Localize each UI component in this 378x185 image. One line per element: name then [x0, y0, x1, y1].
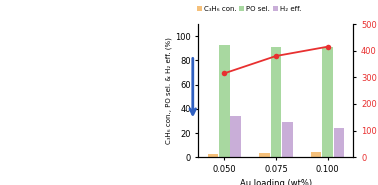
Bar — [219, 45, 229, 157]
Bar — [322, 47, 333, 157]
Legend: C₃H₆ con., PO sel., H₂ eff.: C₃H₆ con., PO sel., H₂ eff. — [194, 4, 304, 15]
Bar — [311, 152, 321, 157]
Bar — [271, 47, 281, 157]
Bar — [282, 122, 293, 157]
Bar — [208, 154, 218, 157]
Bar — [259, 153, 270, 157]
Y-axis label: C₃H₆ con., PO sel. & H₂ eff. (%): C₃H₆ con., PO sel. & H₂ eff. (%) — [166, 37, 172, 144]
X-axis label: Au loading (wt%): Au loading (wt%) — [240, 179, 312, 185]
Bar — [334, 128, 344, 157]
Bar — [231, 116, 241, 157]
